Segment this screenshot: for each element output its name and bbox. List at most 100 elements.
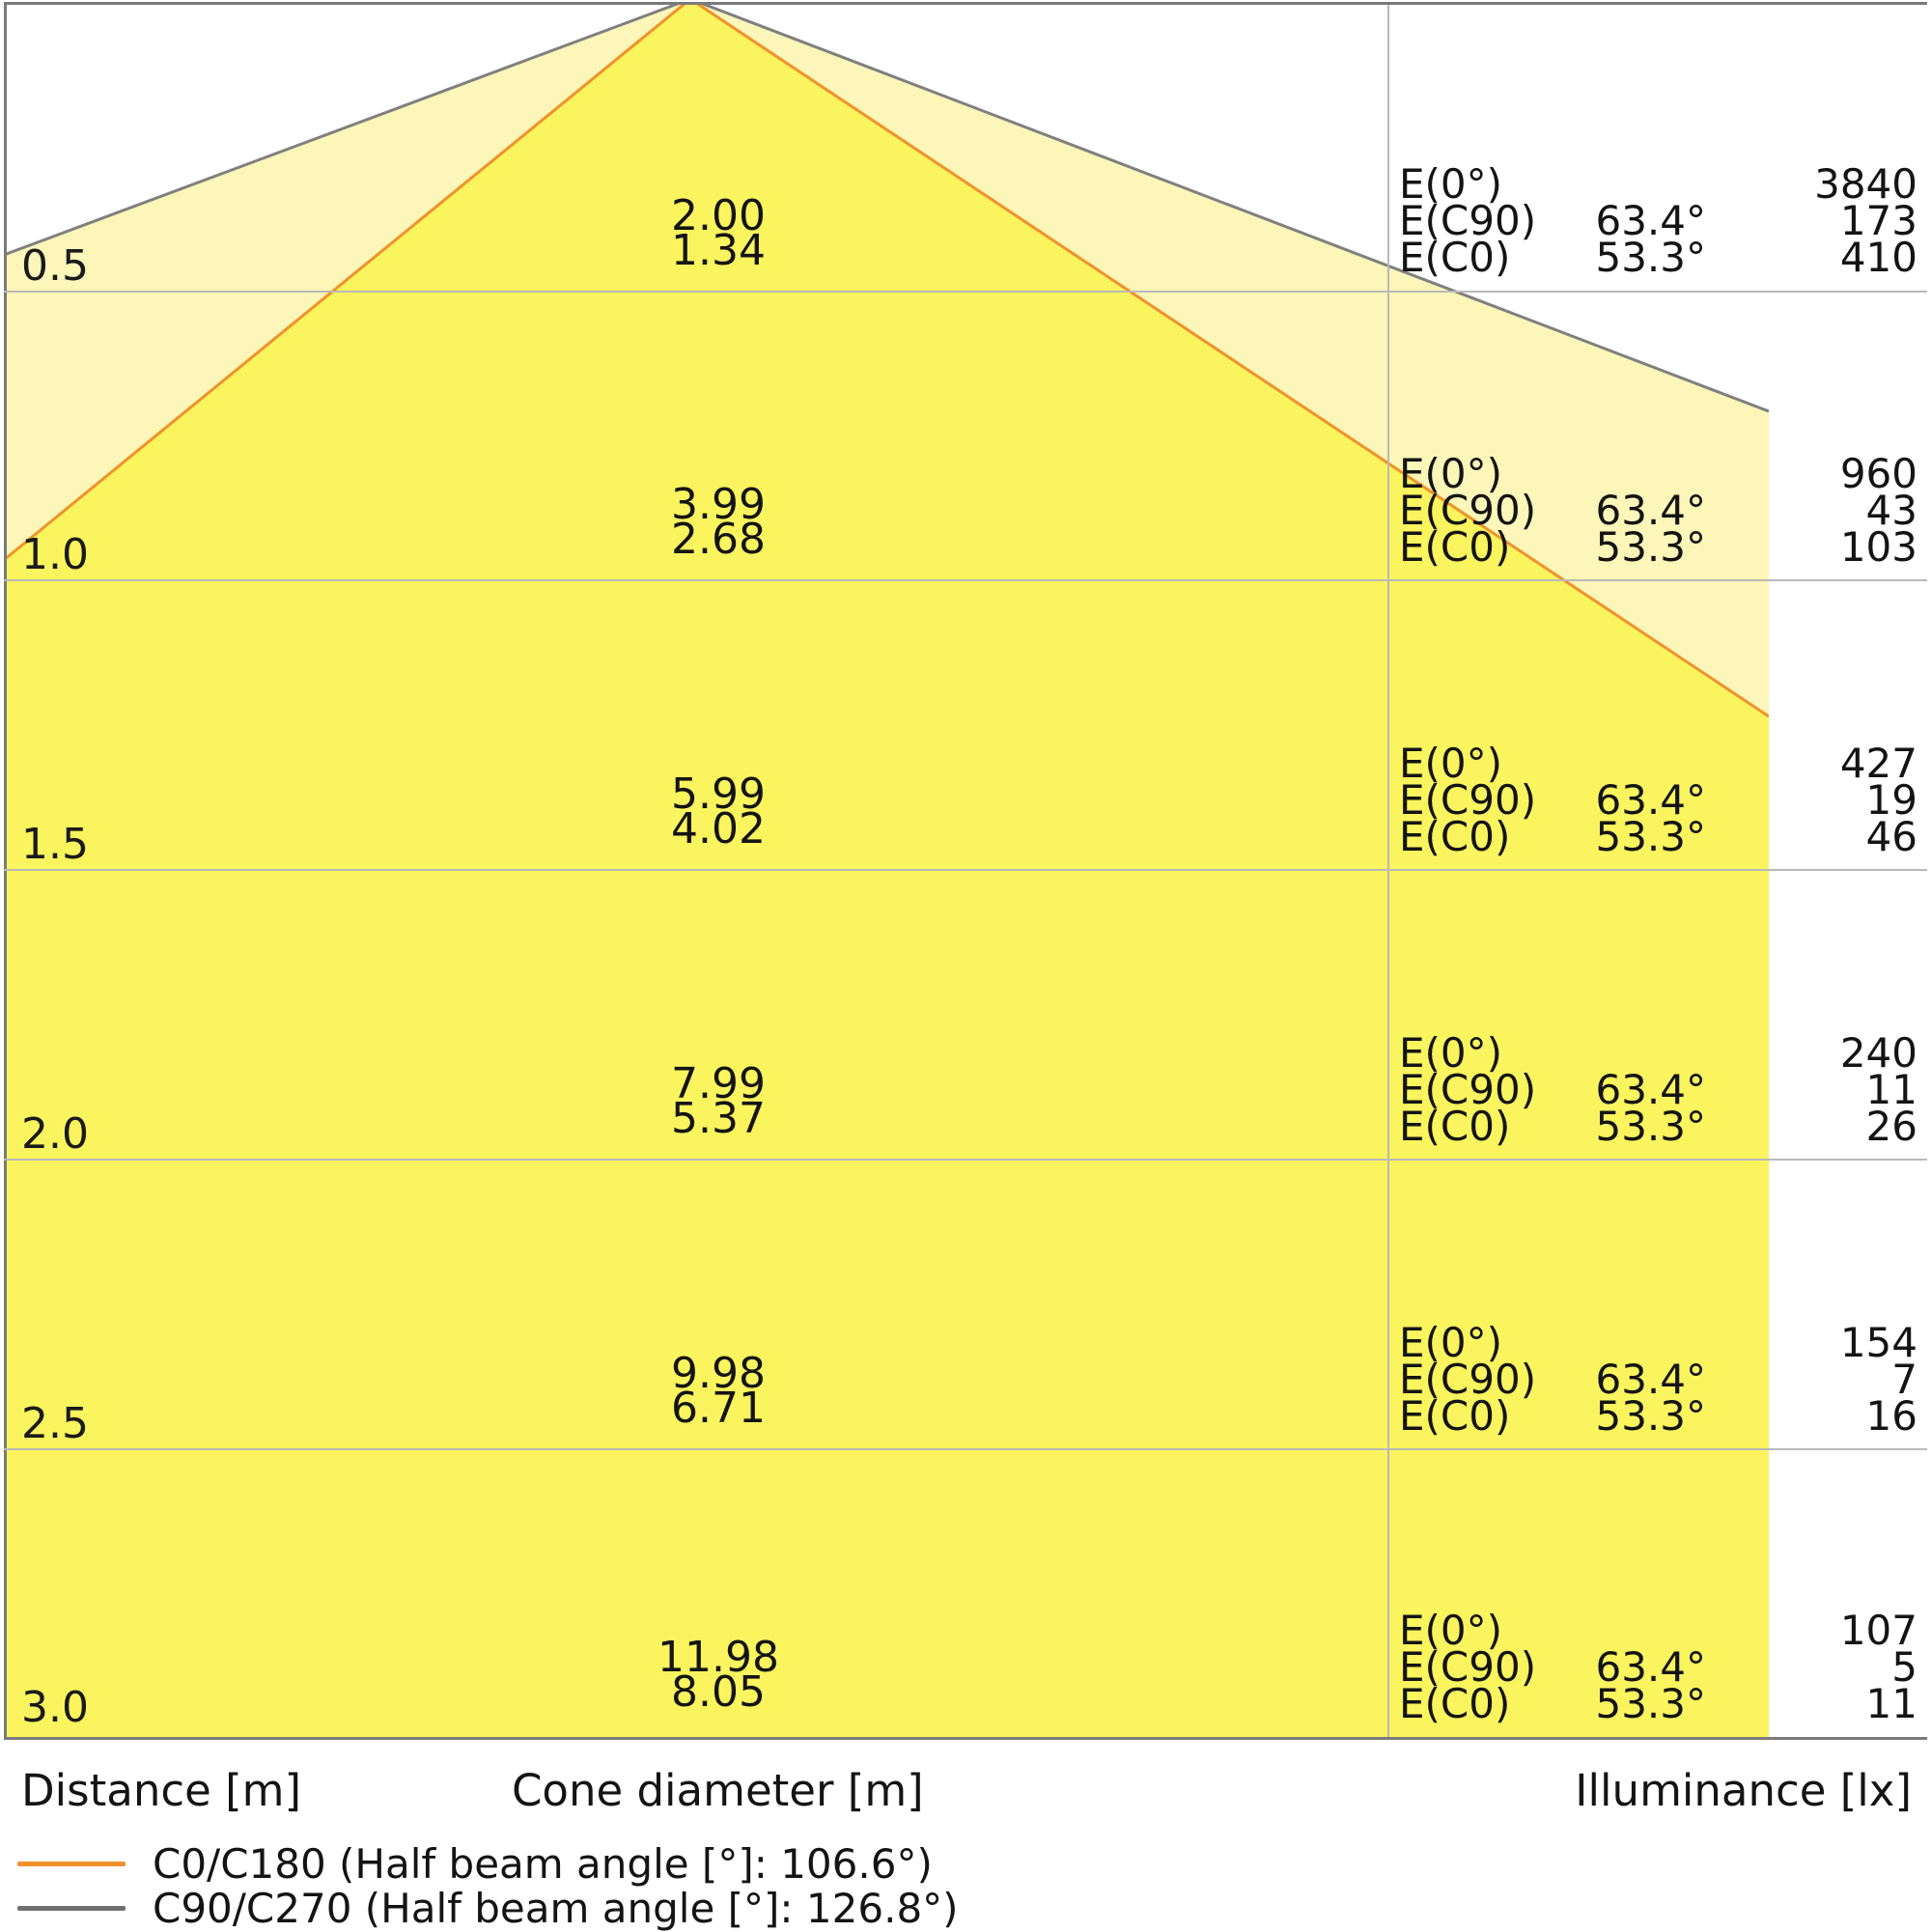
table-row: E(C90) 63.4° 19 [1387, 776, 1927, 824]
table-row: E(C0) 53.3° 103 [1387, 523, 1927, 571]
row-value-ec90: 43 [1865, 487, 1917, 534]
table-row: E(C0) 53.3° 26 [1387, 1103, 1927, 1150]
row-value-e0: 154 [1839, 1319, 1917, 1366]
row-key-ec0: E(C0) [1399, 523, 1511, 571]
table-row: E(C0) 53.3° 46 [1387, 813, 1927, 860]
cone-diameter-narrow-3: 5.37 [671, 1094, 766, 1143]
table-row: E(0°) 154 [1387, 1319, 1927, 1366]
cone-diameter-wide-5: 11.98 [658, 1633, 779, 1682]
row-key-e0: E(0°) [1399, 450, 1503, 497]
row-key-ec90: E(C90) [1399, 487, 1537, 534]
cone-diameter-wide-1: 3.99 [671, 480, 766, 529]
row-value-e0: 240 [1839, 1029, 1917, 1077]
table-row: E(C90) 63.4° 5 [1387, 1643, 1927, 1691]
gridline-2 [4, 869, 1769, 871]
row-angle-ec90: 63.4° [1595, 1643, 1706, 1691]
row-key-ec0: E(C0) [1399, 234, 1511, 281]
axis-caption-cone-diameter: Cone diameter [m] [512, 1765, 924, 1816]
distance-label-0: 0.5 [21, 241, 89, 291]
table-row: E(C0) 53.3° 11 [1387, 1680, 1927, 1727]
table-row: E(C0) 53.3° 410 [1387, 234, 1927, 281]
table-row: E(C90) 63.4° 7 [1387, 1356, 1927, 1403]
row-key-ec90: E(C90) [1399, 197, 1537, 244]
row-key-ec90: E(C90) [1399, 1066, 1537, 1113]
legend-label-c0-c180: C0/C180 (Half beam angle [°]: 106.6°) [153, 1840, 933, 1888]
distance-label-4: 2.5 [21, 1399, 89, 1448]
row-value-ec0: 103 [1839, 523, 1917, 571]
plot-border-left [4, 2, 7, 1740]
row-angle-ec90: 63.4° [1595, 776, 1706, 824]
table-border-left [1387, 2, 1389, 1740]
table-separator-3 [1387, 1159, 1927, 1161]
distance-label-3: 2.0 [21, 1109, 89, 1159]
row-key-ec0: E(C0) [1399, 1103, 1511, 1150]
legend-label-c90-c270: C90/C270 (Half beam angle [°]: 126.8°) [153, 1885, 959, 1932]
row-angle-ec0: 53.3° [1595, 1680, 1706, 1727]
illuminance-block-1: E(0°) 960 E(C90) 63.4° 43 E(C0) 53.3° 10… [1387, 450, 1927, 571]
gridline-1 [4, 579, 1769, 581]
table-row: E(0°) 3840 [1387, 160, 1927, 208]
table-row: E(C90) 63.4° 43 [1387, 487, 1927, 534]
row-angle-ec0: 53.3° [1595, 813, 1706, 860]
cone-wide-edge-left [4, 2, 687, 257]
cone-diameter-narrow-1: 2.68 [671, 515, 766, 564]
table-row: E(0°) 960 [1387, 450, 1927, 497]
axis-caption-distance: Distance [m] [21, 1765, 302, 1816]
row-key-ec90: E(C90) [1399, 1643, 1537, 1691]
table-row: E(0°) 427 [1387, 740, 1927, 787]
table-row: E(C90) 63.4° 11 [1387, 1066, 1927, 1113]
table-separator-0 [1387, 291, 1927, 293]
table-border-bottom [1387, 1737, 1927, 1740]
cone-diameter-wide-4: 9.98 [671, 1349, 766, 1398]
row-angle-ec0: 53.3° [1595, 1392, 1706, 1440]
illuminance-block-0: E(0°) 3840 E(C90) 63.4° 173 E(C0) 53.3° … [1387, 160, 1927, 281]
cone-diameter-wide-3: 7.99 [671, 1059, 766, 1108]
cone-wide-edge-right [693, 2, 1769, 413]
axis-caption-illuminance: Illuminance [lx] [1575, 1765, 1912, 1816]
row-angle-ec0: 53.3° [1595, 1103, 1706, 1150]
row-value-ec0: 16 [1865, 1392, 1917, 1440]
legend-swatch-c0-c180 [17, 1862, 126, 1866]
table-row: E(0°) 107 [1387, 1607, 1927, 1654]
row-key-ec0: E(C0) [1399, 1680, 1511, 1727]
row-value-ec0: 11 [1865, 1680, 1917, 1727]
row-angle-ec90: 63.4° [1595, 1066, 1706, 1113]
illuminance-block-4: E(0°) 154 E(C90) 63.4° 7 E(C0) 53.3° 16 [1387, 1319, 1927, 1440]
gridline-4 [4, 1448, 1769, 1450]
illuminance-block-2: E(0°) 427 E(C90) 63.4° 19 E(C0) 53.3° 46 [1387, 740, 1927, 860]
row-value-ec90: 7 [1891, 1356, 1917, 1403]
cone-narrow-edge-right [691, 2, 1769, 718]
row-key-e0: E(0°) [1399, 1029, 1503, 1077]
plot-border-bottom [4, 1737, 1769, 1740]
table-separator-2 [1387, 869, 1927, 871]
cone-diameter-narrow-0: 1.34 [671, 226, 766, 275]
row-angle-ec90: 63.4° [1595, 197, 1706, 244]
row-angle-ec0: 53.3° [1595, 523, 1706, 571]
distance-label-1: 1.0 [21, 530, 89, 579]
distance-label-2: 1.5 [21, 820, 89, 869]
cone-diameter-narrow-5: 8.05 [671, 1667, 766, 1717]
illuminance-block-5: E(0°) 107 E(C90) 63.4° 5 E(C0) 53.3° 11 [1387, 1607, 1927, 1727]
row-value-e0: 107 [1839, 1607, 1917, 1654]
table-border-top [1387, 2, 1927, 5]
table-row: E(C0) 53.3° 16 [1387, 1392, 1927, 1440]
row-angle-ec90: 63.4° [1595, 487, 1706, 534]
row-angle-ec0: 53.3° [1595, 234, 1706, 281]
row-value-e0: 960 [1839, 450, 1917, 497]
row-key-ec90: E(C90) [1399, 1356, 1537, 1403]
cone-narrow-edge-left [4, 2, 689, 562]
plot-border-top [4, 2, 1769, 5]
row-value-e0: 3840 [1814, 160, 1917, 208]
row-key-e0: E(0°) [1399, 1319, 1503, 1366]
row-key-e0: E(0°) [1399, 740, 1503, 787]
gridline-3 [4, 1159, 1769, 1161]
row-value-ec90: 11 [1865, 1066, 1917, 1113]
cone-diameter-wide-2: 5.99 [671, 770, 766, 819]
table-row: E(C90) 63.4° 173 [1387, 197, 1927, 244]
table-separator-4 [1387, 1448, 1927, 1450]
row-value-ec0: 410 [1839, 234, 1917, 281]
table-separator-1 [1387, 579, 1927, 581]
row-value-ec90: 173 [1839, 197, 1917, 244]
cone-plot-area: 0.5 1.0 1.5 2.0 2.5 3.0 2.00 1.34 3.99 2… [4, 2, 1769, 1740]
row-value-e0: 427 [1839, 740, 1917, 787]
